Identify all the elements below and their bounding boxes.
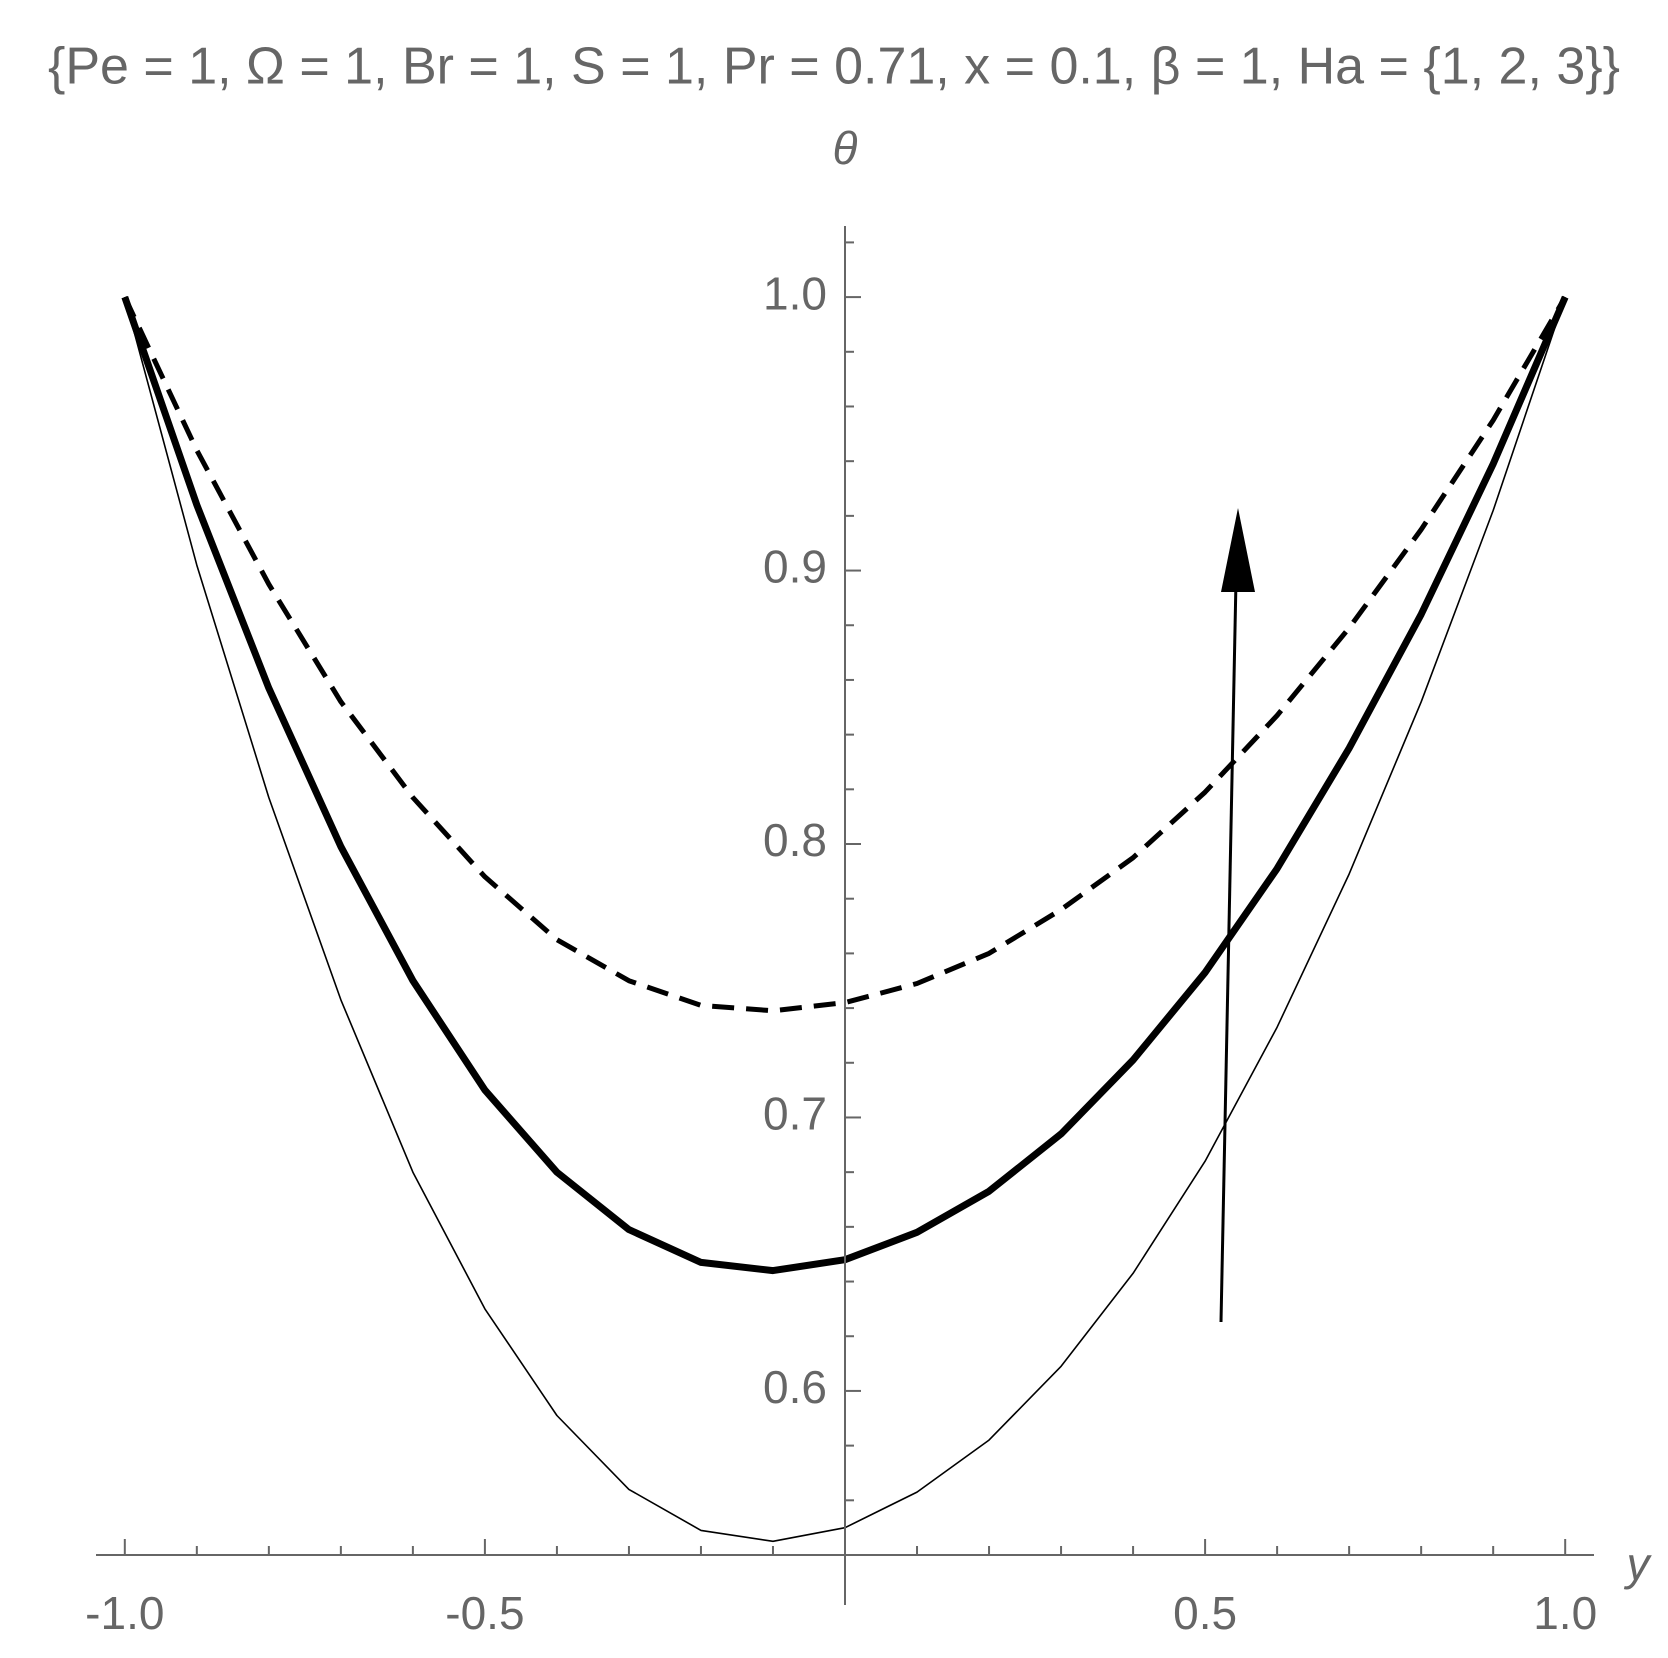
y-tick-label: 0.7	[763, 1088, 827, 1140]
y-axis-label: θ	[833, 122, 858, 174]
x-tick-label: 0.5	[1173, 1587, 1237, 1639]
x-axis-label: y	[1624, 1538, 1653, 1590]
chart-title: {Pe = 1, Ω = 1, Br = 1, S = 1, Pr = 0.71…	[48, 38, 1620, 96]
y-tick-label: 0.8	[763, 814, 827, 866]
x-tick-label: -1.0	[85, 1587, 164, 1639]
y-tick-label: 1.0	[763, 267, 827, 319]
y-tick-label: 0.6	[763, 1361, 827, 1413]
y-tick-label: 0.9	[763, 541, 827, 593]
arrow-shaft	[1219, 579, 1238, 1323]
arrow	[1219, 508, 1255, 1323]
arrow-head	[1221, 508, 1255, 592]
x-tick-label: -0.5	[445, 1587, 524, 1639]
x-tick-label: 1.0	[1533, 1587, 1597, 1639]
